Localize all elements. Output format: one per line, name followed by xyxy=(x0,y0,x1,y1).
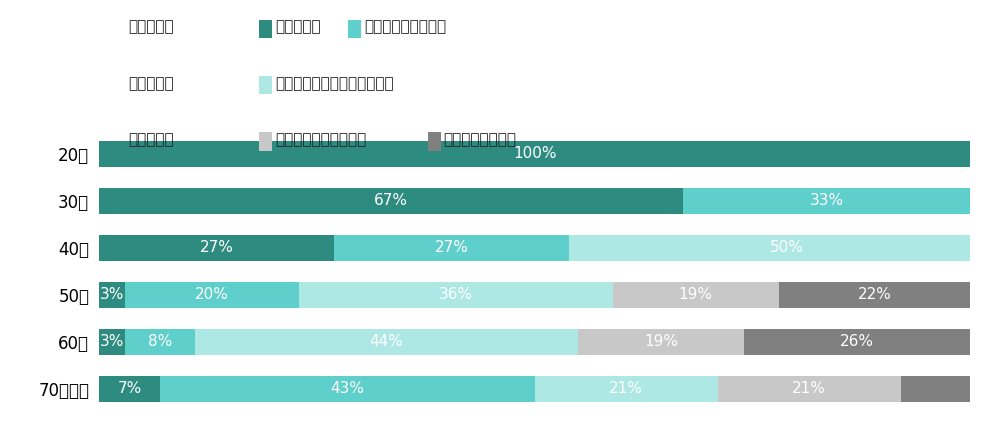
Bar xyxy=(125,329,195,355)
Text: 100%: 100% xyxy=(513,146,556,161)
Bar xyxy=(99,329,125,355)
Bar xyxy=(125,282,299,308)
Text: 26%: 26% xyxy=(840,334,874,349)
Text: 20%: 20% xyxy=(195,287,230,302)
Text: 3%: 3% xyxy=(100,334,125,349)
Bar xyxy=(99,141,970,167)
Text: 周囲の反応含め様子見したい: 周囲の反応含め様子見したい xyxy=(275,76,394,91)
Bar xyxy=(535,376,718,402)
Text: 導入する気がない: 導入する気がない xyxy=(444,132,517,148)
Bar xyxy=(569,235,990,261)
Text: 33%: 33% xyxy=(810,193,843,208)
Bar xyxy=(99,235,335,261)
Bar xyxy=(160,376,535,402)
Text: 7%: 7% xyxy=(118,381,142,396)
Text: 67%: 67% xyxy=(374,193,408,208)
Bar xyxy=(99,282,125,308)
Bar xyxy=(299,282,613,308)
Text: 導入したい: 導入したい xyxy=(275,20,321,35)
Bar xyxy=(335,235,569,261)
Bar xyxy=(99,376,160,402)
Text: 44%: 44% xyxy=(369,334,404,349)
Text: 36%: 36% xyxy=(440,287,473,302)
Bar xyxy=(718,376,901,402)
Text: 19%: 19% xyxy=(679,287,713,302)
Text: あまり導入したくない: あまり導入したくない xyxy=(275,132,366,148)
Text: 8%: 8% xyxy=(148,334,172,349)
Text: 導入する方向である: 導入する方向である xyxy=(364,20,446,35)
Bar xyxy=(743,329,970,355)
Text: 19%: 19% xyxy=(644,334,678,349)
Text: 【前向き】: 【前向き】 xyxy=(129,20,174,35)
Bar xyxy=(613,282,778,308)
Text: 27%: 27% xyxy=(435,240,469,255)
Text: 21%: 21% xyxy=(792,381,826,396)
Text: 21%: 21% xyxy=(609,381,644,396)
Text: 27%: 27% xyxy=(200,240,234,255)
Text: 22%: 22% xyxy=(857,287,891,302)
Bar xyxy=(195,329,578,355)
Bar xyxy=(683,188,970,214)
Bar xyxy=(778,282,970,308)
Text: 50%: 50% xyxy=(770,240,804,255)
Text: 3%: 3% xyxy=(100,287,125,302)
Text: 43%: 43% xyxy=(331,381,364,396)
Bar xyxy=(901,376,990,402)
Text: 【様子見】: 【様子見】 xyxy=(129,76,174,91)
Text: 【後向き】: 【後向き】 xyxy=(129,132,174,148)
Bar xyxy=(578,329,743,355)
Bar xyxy=(99,188,683,214)
